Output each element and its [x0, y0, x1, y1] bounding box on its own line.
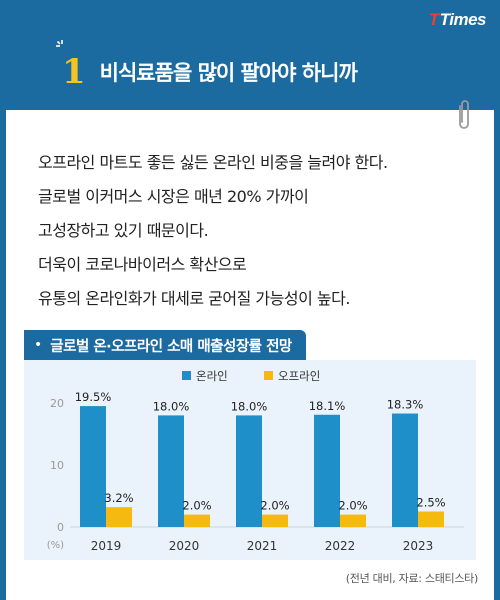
y-tick-label-0: 0: [57, 521, 64, 534]
bar-offline-2022: [340, 514, 366, 527]
legend-swatch-1: [264, 371, 273, 380]
data-label-online-2021: 18.0%: [231, 399, 268, 413]
section-title: 1 비식료품을 많이 팔아야 하니까: [62, 52, 358, 92]
data-label-offline-2022: 2.0%: [338, 499, 367, 513]
bar-chart: 온라인 오프라인 0 10 20 (%) 19.5% 3.2% 2019 18.0% 2.0% 202…: [47, 369, 464, 553]
bar-offline-2020: [184, 514, 210, 527]
legend-label-0: 온라인: [196, 369, 228, 383]
header-band: [0, 0, 500, 110]
section-number: 1: [62, 52, 86, 92]
chart-heading-bullet: •: [34, 337, 43, 353]
body-line: 글로벌 이커머스 시장은 매년 20% 가까이: [38, 187, 309, 206]
bar-offline-2021: [262, 514, 288, 527]
y-unit-label: (%): [47, 540, 64, 551]
bar-online-2021: [236, 415, 262, 527]
chart-panel: 온라인 오프라인 0 10 20 (%) 19.5% 3.2% 2019 18.0% 2.0% 202…: [24, 360, 476, 560]
x-tick-label-2021: 2021: [247, 539, 278, 553]
bar-online-2019: [80, 406, 106, 527]
data-label-offline-2019: 3.2%: [104, 491, 133, 505]
x-tick-label-2023: 2023: [403, 539, 434, 553]
bar-offline-2019: [106, 507, 132, 527]
bar-online-2023: [392, 413, 418, 527]
body-line: 오프라인 마트도 좋든 싫든 온라인 비중을 늘려야 한다.: [38, 153, 388, 172]
body-line: 더욱이 코로나바이러스 확산으로: [38, 255, 247, 274]
data-label-offline-2021: 2.0%: [260, 499, 289, 513]
sparkle-icon: [56, 40, 63, 47]
paperclip-icon: [459, 100, 469, 129]
chart-heading: • 글로벌 온·오프라인 소매 매출성장률 전망: [24, 330, 306, 360]
data-label-online-2020: 18.0%: [153, 399, 190, 413]
chart-heading-text: 글로벌 온·오프라인 소매 매출성장률 전망: [50, 338, 292, 355]
x-tick-label-2020: 2020: [169, 539, 200, 553]
x-tick-label-2019: 2019: [91, 539, 122, 553]
x-tick-label-2022: 2022: [325, 539, 356, 553]
data-label-online-2023: 18.3%: [387, 398, 424, 412]
data-label-offline-2023: 2.5%: [416, 496, 445, 510]
body-paragraph: 오프라인 마트도 좋든 싫든 온라인 비중을 늘려야 한다. 글로벌 이커머스 …: [38, 146, 478, 316]
source-note: (전년 대비, 자료: 스태티스타): [345, 572, 479, 585]
y-tick-label-2: 20: [50, 397, 64, 410]
bar-online-2022: [314, 414, 340, 527]
bar-offline-2023: [418, 511, 444, 527]
body-line: 고성장하고 있기 때문이다.: [38, 221, 209, 240]
legend-swatch-0: [182, 371, 191, 380]
data-label-offline-2020: 2.0%: [182, 499, 211, 513]
times-logo: TTimes: [428, 10, 487, 29]
bar-online-2020: [158, 415, 184, 527]
data-label-online-2022: 18.1%: [309, 399, 346, 413]
legend-label-1: 오프라인: [278, 369, 320, 383]
y-tick-label-1: 10: [50, 459, 64, 472]
data-label-online-2019: 19.5%: [75, 390, 112, 404]
section-heading: 비식료품을 많이 팔아야 하니까: [99, 61, 358, 85]
body-line: 유통의 온라인화가 대세로 굳어질 가능성이 높다.: [38, 289, 350, 308]
